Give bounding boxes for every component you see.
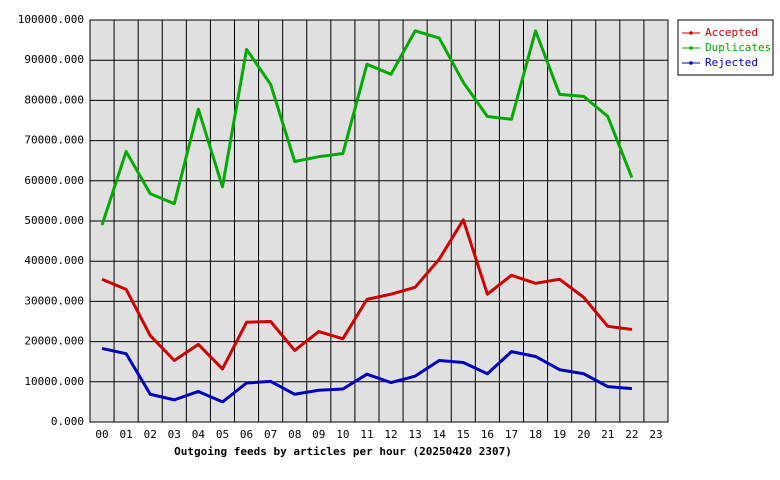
legend-marker: [689, 61, 693, 65]
x-tick-label: 09: [312, 428, 325, 441]
x-tick-label: 14: [433, 428, 447, 441]
y-tick-label: 40000.000: [24, 254, 84, 267]
x-tick-label: 01: [120, 428, 133, 441]
x-tick-label: 17: [505, 428, 518, 441]
legend-marker: [689, 31, 693, 35]
x-tick-label: 19: [553, 428, 566, 441]
y-tick-label: 50000.000: [24, 214, 84, 227]
x-tick-label: 12: [384, 428, 397, 441]
x-tick-label: 23: [649, 428, 662, 441]
x-tick-label: 22: [625, 428, 638, 441]
x-tick-label: 18: [529, 428, 542, 441]
x-tick-label: 10: [336, 428, 349, 441]
y-tick-label: 100000.000: [18, 13, 84, 26]
x-axis-label: Outgoing feeds by articles per hour (202…: [174, 445, 512, 458]
x-tick-label: 06: [240, 428, 253, 441]
series-line: [101, 218, 633, 371]
y-tick-label: 60000.000: [24, 174, 84, 187]
x-tick-label: 20: [577, 428, 590, 441]
y-tick-label: 20000.000: [24, 335, 84, 348]
legend-marker: [689, 46, 693, 50]
series-line: [100, 29, 634, 226]
x-tick-label: 08: [288, 428, 301, 441]
y-tick-label: 30000.000: [24, 294, 84, 307]
series-line: [101, 346, 632, 404]
x-tick-label: 02: [144, 428, 157, 441]
x-tick-label: 07: [264, 428, 277, 441]
x-tick-label: 05: [216, 428, 229, 441]
y-tick-label: 80000.000: [24, 93, 84, 106]
x-tick-label: 00: [95, 428, 108, 441]
y-tick-label: 90000.000: [24, 53, 84, 66]
x-tick-label: 21: [601, 428, 614, 441]
x-tick-label: 03: [168, 428, 181, 441]
y-tick-label: 10000.000: [24, 375, 84, 388]
y-tick-label: 0.000: [51, 415, 84, 428]
x-tick-label: 16: [481, 428, 494, 441]
x-tick-label: 04: [192, 428, 206, 441]
legend-label: Accepted: [705, 26, 758, 39]
x-tick-label: 13: [409, 428, 422, 441]
legend-label: Rejected: [705, 56, 758, 69]
x-tick-label: 11: [360, 428, 373, 441]
y-tick-label: 70000.000: [24, 134, 84, 147]
x-tick-label: 15: [457, 428, 470, 441]
legend-label: Duplicates: [705, 41, 771, 54]
